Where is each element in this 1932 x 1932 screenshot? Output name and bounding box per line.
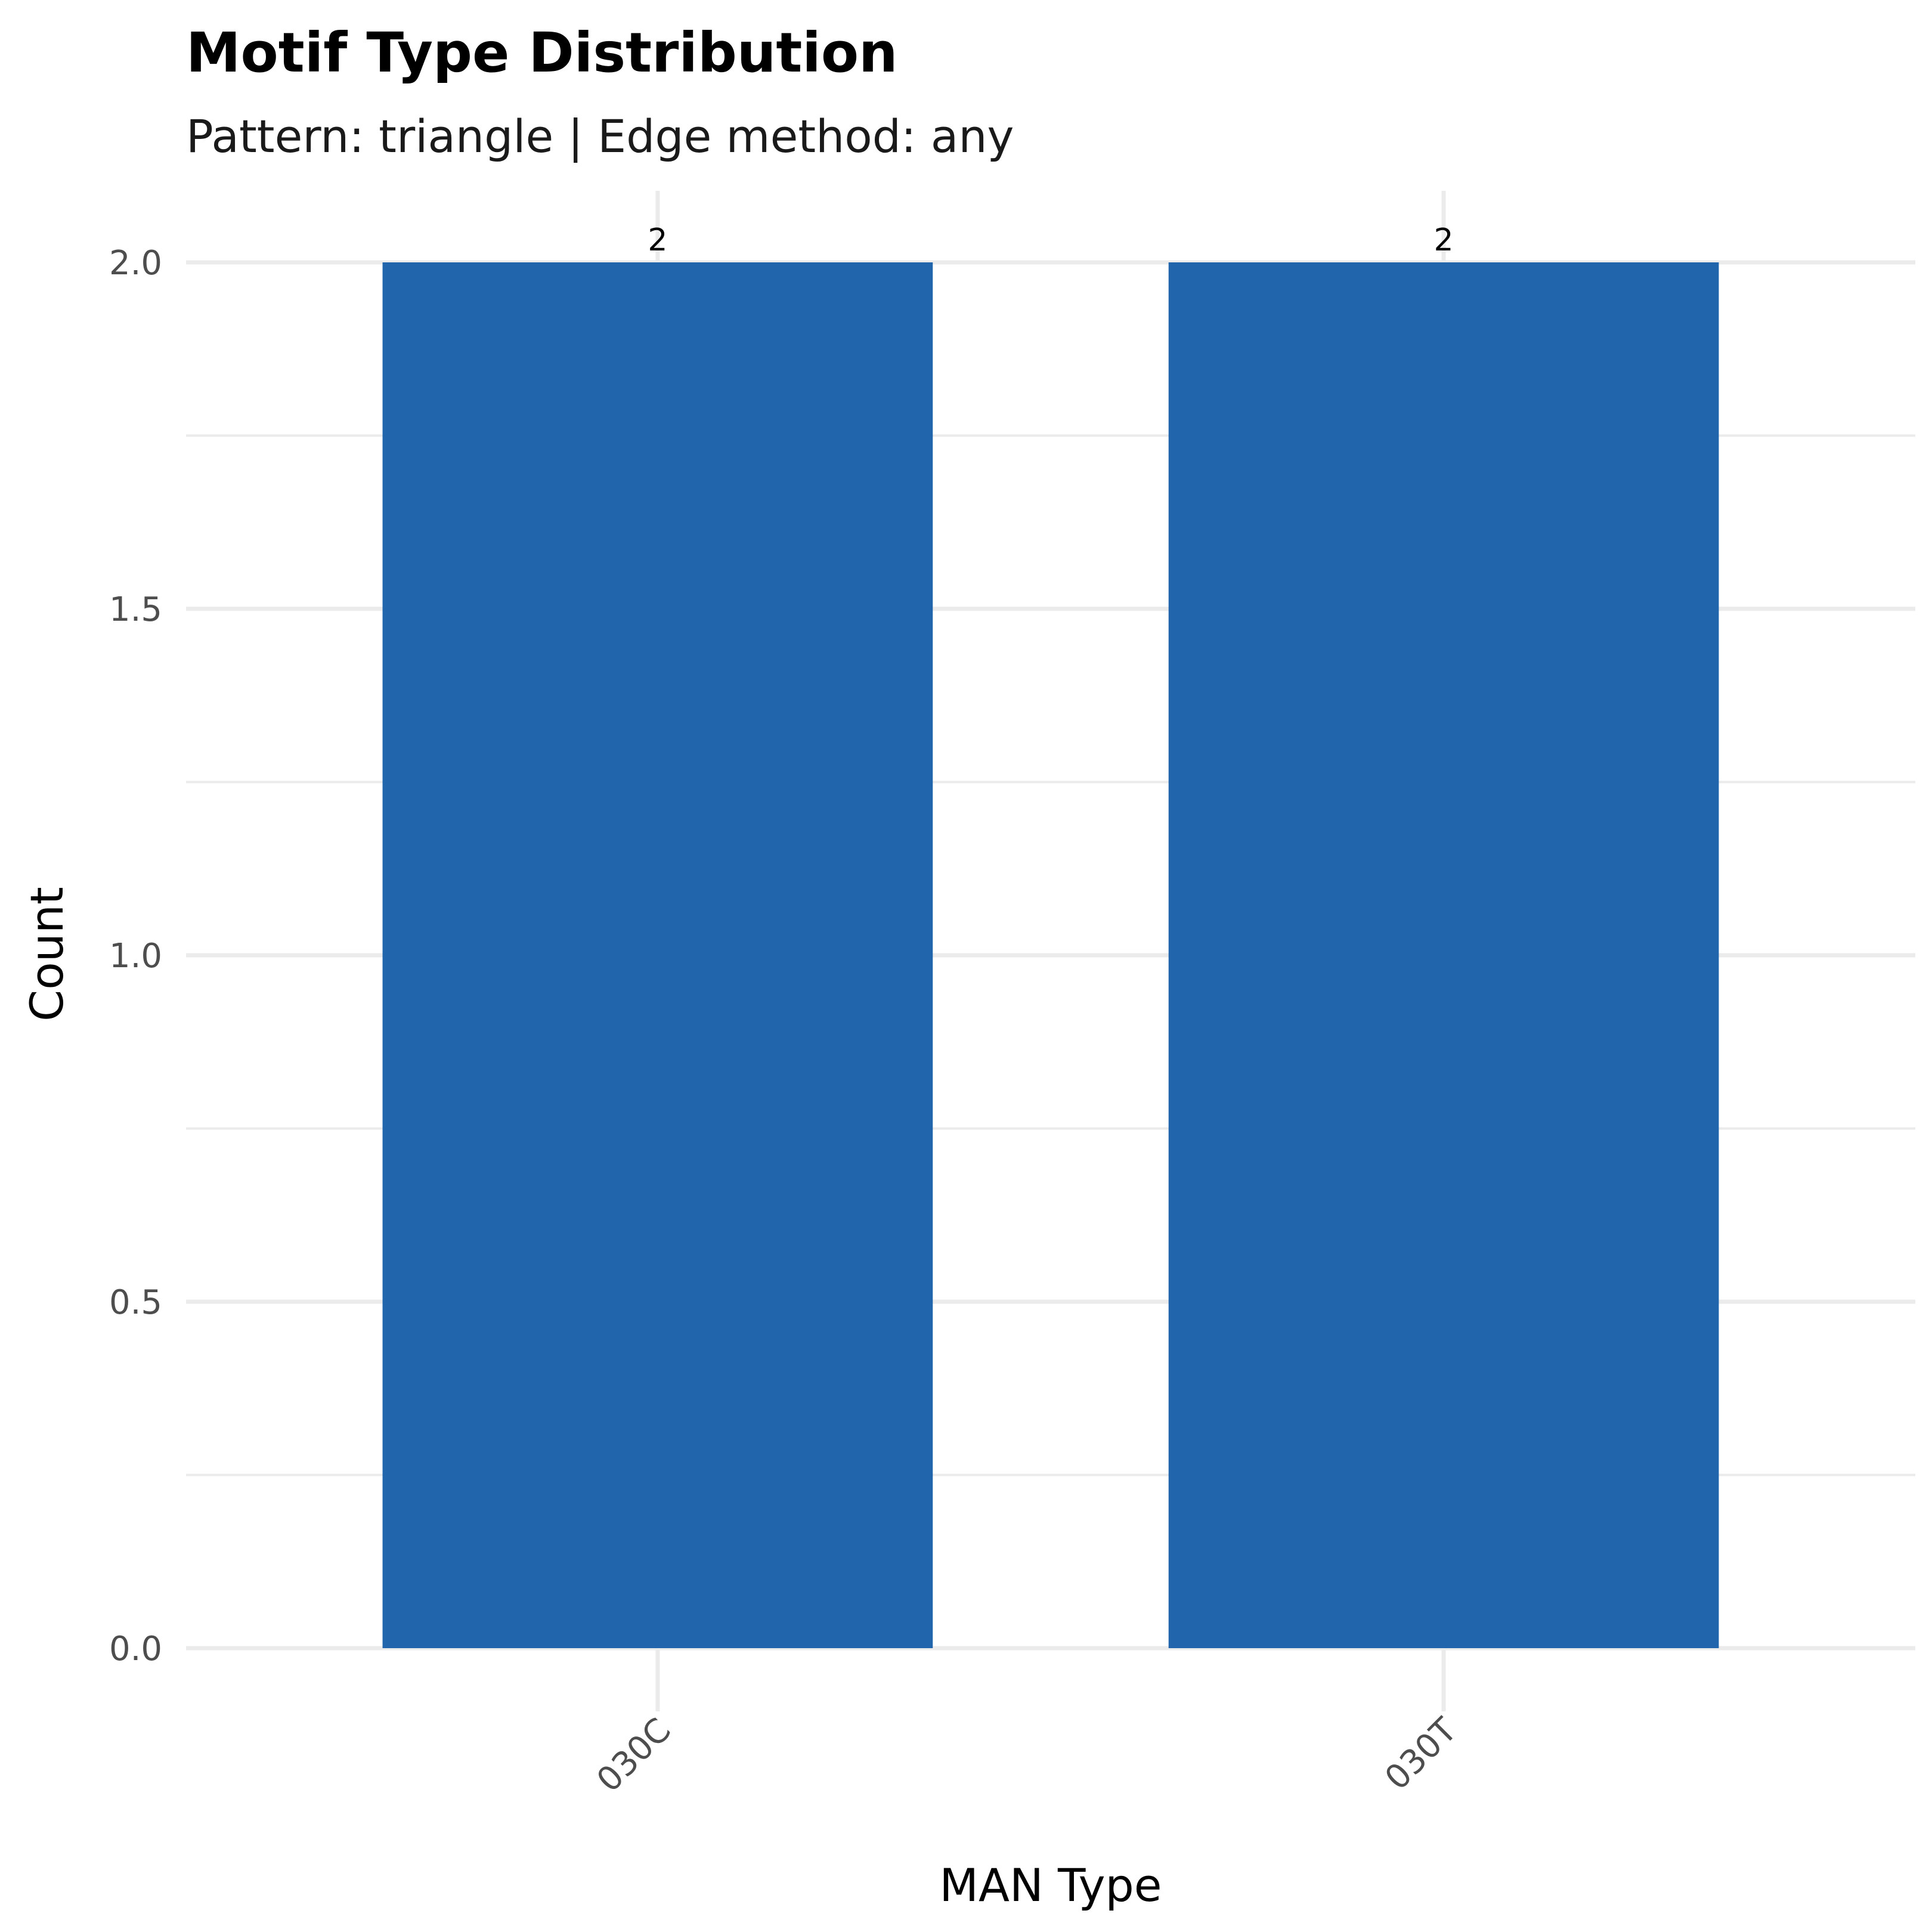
y-tick-label: 1.5 xyxy=(109,590,162,629)
y-tick-label: 0.0 xyxy=(109,1630,162,1668)
bar-value-label: 2 xyxy=(1434,222,1454,258)
y-axis-title: Count xyxy=(20,887,73,1021)
x-tick-labels: 030C 030T xyxy=(590,1710,1465,1800)
chart-title: Motif Type Distribution xyxy=(186,21,898,85)
chart-subtitle: Pattern: triangle | Edge method: any xyxy=(186,110,1014,163)
bar-value-label: 2 xyxy=(648,222,667,258)
bar xyxy=(1168,262,1719,1648)
x-axis-title: MAN Type xyxy=(939,1859,1162,1912)
x-tick-label: 030T xyxy=(1377,1710,1465,1797)
bars xyxy=(382,262,1719,1648)
bar xyxy=(382,262,933,1648)
y-tick-labels: 0.0 0.5 1.0 1.5 2.0 xyxy=(109,244,162,1668)
y-tick-label: 2.0 xyxy=(109,244,162,283)
y-tick-label: 1.0 xyxy=(109,937,162,976)
x-tick-label: 030C xyxy=(590,1711,679,1800)
y-tick-label: 0.5 xyxy=(109,1283,162,1322)
